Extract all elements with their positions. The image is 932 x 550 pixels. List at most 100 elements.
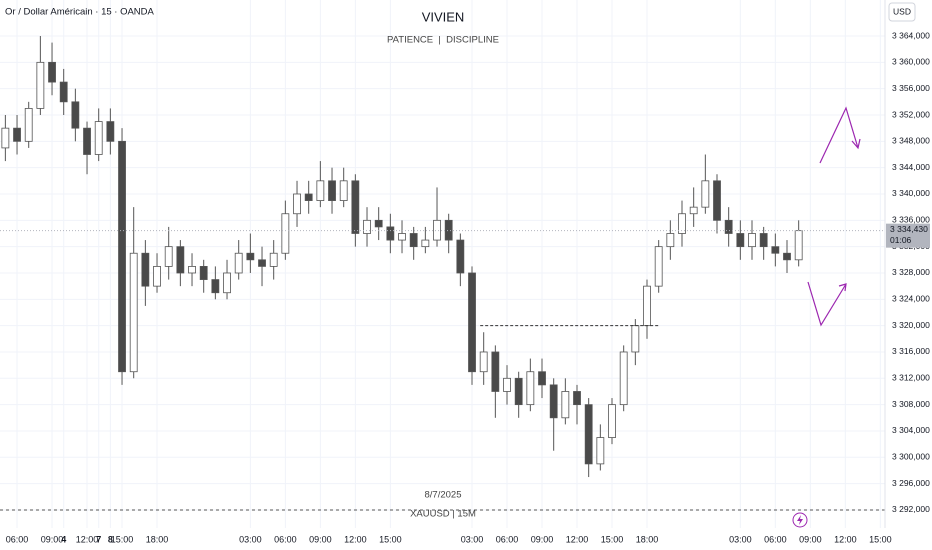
subtitle: PATIENCE | DISCIPLINE bbox=[387, 35, 499, 46]
y-tick-label: 3 340,000 bbox=[892, 188, 930, 198]
candle-body bbox=[141, 252, 150, 287]
candle-body bbox=[794, 230, 803, 261]
y-tick-label: 3 348,000 bbox=[892, 136, 930, 146]
y-tick-label: 3 316,000 bbox=[892, 346, 930, 356]
x-tick-label: 09:00 bbox=[531, 534, 554, 544]
candle-body bbox=[701, 180, 710, 208]
x-tick-label: 06:00 bbox=[6, 534, 29, 544]
candle-body bbox=[444, 219, 453, 241]
candle-body bbox=[71, 101, 80, 129]
y-tick-label: 3 336,000 bbox=[892, 215, 930, 225]
watermark: XAUUSD | 15M bbox=[410, 509, 476, 520]
candle-body bbox=[13, 127, 21, 142]
x-tick-label: 09:00 bbox=[41, 534, 64, 544]
x-tick-label: 03:00 bbox=[729, 534, 752, 544]
x-tick-label: 15:00 bbox=[601, 534, 624, 544]
candle-body bbox=[118, 140, 126, 373]
candle-body bbox=[129, 252, 138, 373]
candle-body bbox=[188, 266, 196, 274]
x-tick-label: 06:00 bbox=[274, 534, 297, 544]
candle-body bbox=[83, 127, 91, 155]
y-tick-label: 3 300,000 bbox=[892, 452, 930, 462]
x-tick-label: 15:00 bbox=[869, 534, 892, 544]
candle-body bbox=[199, 266, 208, 280]
candle-body bbox=[724, 219, 733, 234]
candle-body bbox=[654, 246, 663, 287]
candle-body bbox=[281, 213, 290, 254]
candle-body bbox=[421, 239, 430, 248]
candle-body bbox=[363, 219, 371, 234]
candle-body bbox=[246, 252, 255, 261]
x-tick-label: 12:00 bbox=[344, 534, 367, 544]
currency[interactable]: USD bbox=[893, 6, 911, 16]
candle-body bbox=[1, 127, 10, 149]
candle-body bbox=[713, 180, 721, 221]
candle-body bbox=[584, 404, 593, 465]
x-tick-label: 06:00 bbox=[496, 534, 519, 544]
candle-body bbox=[36, 61, 45, 109]
x-tick-label: 7 bbox=[96, 534, 101, 544]
candle-body bbox=[561, 391, 570, 419]
candle-body bbox=[398, 233, 406, 241]
candle-body bbox=[748, 233, 756, 248]
candle-body bbox=[258, 259, 266, 267]
arrow-head bbox=[851, 138, 861, 150]
candle-body bbox=[24, 108, 33, 142]
y-tick-label: 3 312,000 bbox=[892, 373, 930, 383]
candle-body bbox=[164, 246, 173, 267]
symbol-title: Or / Dollar Américain · 15 · OANDA bbox=[5, 7, 155, 18]
candle-body bbox=[491, 351, 500, 392]
candle-body bbox=[573, 391, 581, 406]
y-tick-label: 3 296,000 bbox=[892, 478, 930, 488]
candle-body bbox=[433, 219, 441, 241]
candle-body bbox=[94, 121, 103, 155]
y-tick-label: 3 324,000 bbox=[892, 294, 930, 304]
candle-body bbox=[269, 252, 278, 267]
candle-body bbox=[666, 233, 675, 248]
candle-body bbox=[374, 219, 383, 228]
candle-body bbox=[526, 371, 535, 406]
candle-body bbox=[596, 437, 605, 465]
candle-body bbox=[514, 377, 523, 406]
candle-body bbox=[783, 252, 791, 261]
y-tick-label: 3 304,000 bbox=[892, 425, 930, 435]
alert-bolt bbox=[797, 515, 803, 525]
candle-body bbox=[643, 285, 651, 327]
candle-body bbox=[304, 193, 313, 201]
date-label: 8/7/2025 bbox=[425, 490, 462, 501]
candle-body bbox=[759, 233, 768, 248]
y-tick-label: 3 364,000 bbox=[892, 30, 930, 40]
candle-body bbox=[409, 233, 418, 248]
candle-body bbox=[328, 180, 336, 201]
y-tick-label: 3 328,000 bbox=[892, 267, 930, 277]
candle-body bbox=[503, 377, 511, 392]
x-tick-label: 4 bbox=[61, 534, 66, 544]
title: VIVIEN bbox=[422, 9, 465, 24]
candle-body bbox=[106, 121, 115, 142]
candle-body bbox=[631, 325, 640, 353]
candle-body bbox=[619, 351, 628, 406]
candle-body bbox=[678, 213, 686, 234]
candle-body bbox=[468, 272, 476, 373]
x-tick-label: 03:00 bbox=[461, 534, 484, 544]
candle-body bbox=[608, 404, 616, 438]
candle-body bbox=[48, 61, 56, 83]
candle-body bbox=[736, 233, 745, 248]
candle-body bbox=[234, 252, 243, 274]
y-tick-label: 3 352,000 bbox=[892, 109, 930, 119]
x-tick-label: 15:00 bbox=[379, 534, 402, 544]
countdown: 01:06 bbox=[890, 235, 912, 245]
candle-body bbox=[689, 206, 698, 215]
candle-body bbox=[351, 180, 360, 234]
candle-body bbox=[153, 266, 161, 287]
projection-arrow-down bbox=[807, 281, 847, 327]
last-price-label: 3 334,430 bbox=[890, 224, 928, 234]
candle-body bbox=[59, 81, 68, 103]
candle-body bbox=[479, 351, 488, 373]
candle-body bbox=[538, 371, 546, 386]
y-tick-label: 3 308,000 bbox=[892, 399, 930, 409]
y-tick-label: 3 292,000 bbox=[892, 504, 930, 514]
x-tick-label: 09:00 bbox=[309, 534, 332, 544]
candle-body bbox=[456, 239, 465, 274]
currency-button[interactable] bbox=[888, 2, 916, 22]
